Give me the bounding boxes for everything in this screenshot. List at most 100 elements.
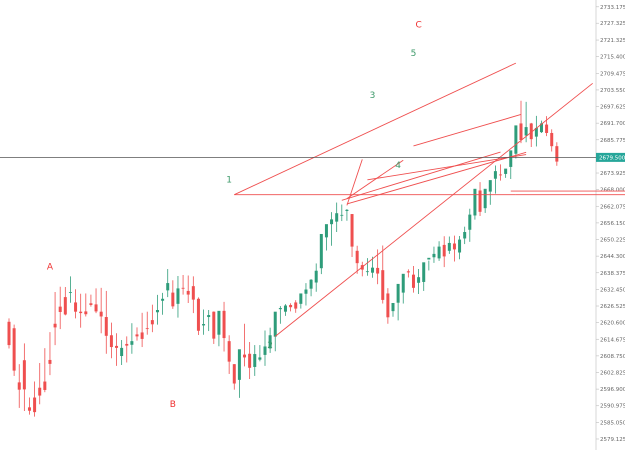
y-tick-label: 2691.700 xyxy=(600,121,625,127)
wave-label-a: A xyxy=(47,263,54,273)
candle xyxy=(74,289,78,319)
current-price-tag xyxy=(596,152,625,162)
candle xyxy=(155,294,159,325)
candle xyxy=(150,304,154,333)
candle-body xyxy=(53,323,57,328)
candle-body xyxy=(227,341,231,362)
candle-body xyxy=(74,302,78,312)
candle xyxy=(365,258,369,276)
candle xyxy=(181,274,185,295)
candle-body xyxy=(212,311,216,339)
candle-body xyxy=(196,298,200,331)
candle xyxy=(171,280,175,309)
candle xyxy=(53,292,57,346)
candle-body xyxy=(243,354,247,358)
candle-body xyxy=(355,250,359,264)
trendline xyxy=(367,154,527,181)
candle xyxy=(258,345,262,362)
trendline xyxy=(346,159,404,200)
candle-body xyxy=(427,257,431,260)
candle xyxy=(545,116,549,137)
candle-body xyxy=(125,343,129,346)
candle xyxy=(550,129,554,152)
candle xyxy=(63,287,67,316)
candle xyxy=(289,303,293,312)
candle-body xyxy=(22,360,26,390)
candle xyxy=(483,188,487,213)
candle-body xyxy=(278,308,282,310)
candle xyxy=(294,300,298,313)
candle xyxy=(360,261,364,277)
candle-body xyxy=(176,288,180,304)
candle xyxy=(273,311,277,352)
trendline xyxy=(341,151,501,201)
candle xyxy=(411,265,415,293)
candle-body xyxy=(468,214,472,230)
candle xyxy=(319,233,323,275)
y-tick-label: 2608.750 xyxy=(600,354,625,360)
y-tick-label: 2673.925 xyxy=(600,171,625,177)
candle-body xyxy=(79,311,83,314)
candle-body xyxy=(99,311,103,317)
candle xyxy=(120,340,124,365)
candle xyxy=(529,122,533,148)
candle xyxy=(283,304,287,316)
candle-body xyxy=(371,267,375,273)
candle-body xyxy=(555,146,559,162)
candle xyxy=(79,293,83,328)
candle-body xyxy=(84,311,88,315)
candle-body xyxy=(519,123,523,140)
candle-body xyxy=(207,315,211,318)
candle-body xyxy=(432,253,436,258)
candle-body xyxy=(48,359,52,364)
candle xyxy=(7,318,11,349)
y-tick-label: 2585.050 xyxy=(600,420,625,426)
trendline xyxy=(413,114,522,147)
candle xyxy=(345,209,349,221)
candle-body xyxy=(539,123,543,133)
candle-body xyxy=(314,270,318,283)
y-tick-label: 2703.550 xyxy=(600,88,625,94)
candle-body xyxy=(268,335,272,349)
candle-body xyxy=(529,123,533,140)
candle xyxy=(58,286,62,330)
candle xyxy=(519,100,523,144)
candle-body xyxy=(145,328,149,330)
candle xyxy=(68,276,72,303)
current-price-line: 2679.500 xyxy=(0,152,625,162)
candle-body xyxy=(181,287,185,289)
candle xyxy=(396,283,400,321)
candle-body xyxy=(263,346,267,355)
candle-body xyxy=(304,289,308,294)
y-tick-label: 2638.375 xyxy=(600,271,625,277)
candle-body xyxy=(38,387,42,396)
candle-body xyxy=(140,332,144,339)
candle xyxy=(263,330,267,366)
candle xyxy=(350,214,354,257)
candle-body xyxy=(94,304,98,312)
candle-body xyxy=(463,232,467,239)
candle xyxy=(222,301,226,352)
y-tick-label: 2733.175 xyxy=(600,5,625,11)
wave-label-b: B xyxy=(170,400,176,410)
candle xyxy=(324,224,328,251)
candle-body xyxy=(335,213,339,222)
candle-body xyxy=(504,168,508,174)
candle-body xyxy=(386,293,390,318)
candle xyxy=(524,101,528,143)
candle-body xyxy=(401,273,405,293)
candle xyxy=(473,188,477,220)
y-tick-label: 2620.600 xyxy=(600,321,625,327)
candle-body xyxy=(232,364,236,384)
candle-body xyxy=(381,270,385,300)
candle xyxy=(539,120,543,133)
y-tick-label: 2590.975 xyxy=(600,404,625,410)
candle-body xyxy=(27,407,31,411)
candle xyxy=(355,245,359,274)
candle xyxy=(166,269,170,298)
candle xyxy=(135,327,139,341)
candle xyxy=(232,364,236,390)
candle-body xyxy=(406,271,410,273)
candle-body xyxy=(411,274,415,288)
